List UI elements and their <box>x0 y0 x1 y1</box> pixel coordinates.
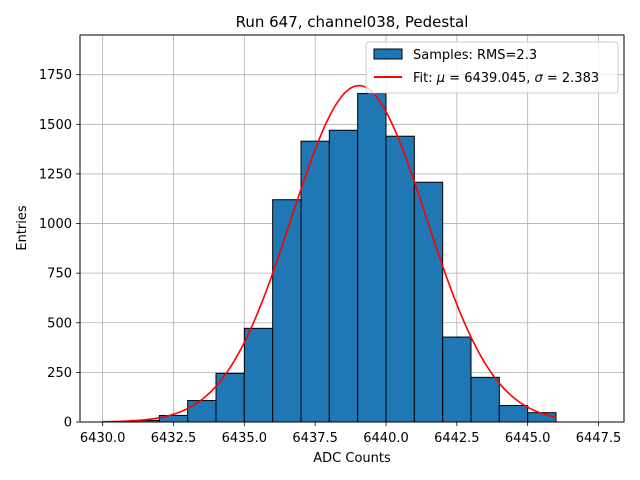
y-tick-label: 1500 <box>39 118 72 133</box>
x-tick-label: 6440.0 <box>363 431 409 446</box>
y-tick-label: 750 <box>47 267 72 282</box>
histogram-bar <box>470 376 500 423</box>
x-tick-label: 6430.0 <box>80 431 126 446</box>
axis-ticks: 6430.0 6432.5 6435.0 6437.5 6440.0 6442.5 6445… <box>39 68 621 446</box>
histogram-bar <box>413 181 444 423</box>
fit-curve-group <box>102 84 557 423</box>
histogram-bar <box>328 129 359 423</box>
x-tick-label: 6432.5 <box>151 431 197 446</box>
histogram-bar <box>243 327 274 423</box>
x-axis-label: ADC Counts <box>313 451 391 466</box>
y-axis-label: Entries <box>15 205 30 251</box>
legend-fit-sigma-value: = 2.383 <box>543 71 599 86</box>
x-tick-label: 6437.5 <box>292 431 338 446</box>
legend-histogram-swatch <box>373 48 403 60</box>
y-tick-label: 0 <box>64 416 72 431</box>
legend-fit-mu-symbol: μ <box>436 71 445 86</box>
x-tick-label: 6442.5 <box>434 431 480 446</box>
x-tick-label: 6435.0 <box>222 431 268 446</box>
histogram-bars <box>130 93 557 423</box>
legend-fit-sigma-symbol: σ <box>535 71 544 86</box>
histogram-bar <box>385 135 415 423</box>
histogram-bar <box>300 140 330 423</box>
histogram-bar <box>357 93 387 423</box>
histogram-bar <box>442 336 472 423</box>
legend-fit-label: Fit: μ = 6439.045, σ = 2.383 <box>413 71 599 86</box>
legend-fit-mu-value: = 6439.045, <box>445 71 534 86</box>
legend-histogram-label: Samples: RMS=2.3 <box>413 48 537 63</box>
x-tick-label: 6445.0 <box>505 431 551 446</box>
chart-title: Run 647, channel038, Pedestal <box>236 13 469 31</box>
legend-box <box>365 41 619 94</box>
y-tick-label: 1250 <box>39 167 72 182</box>
histogram-bar <box>498 405 529 423</box>
fit-curve <box>102 84 557 423</box>
y-tick-label: 1000 <box>39 217 72 232</box>
plot-frame <box>79 34 625 423</box>
histogram-bar <box>272 199 302 423</box>
y-tick-label: 500 <box>47 316 72 331</box>
x-tick-label: 6447.5 <box>576 431 622 446</box>
y-tick-label: 1750 <box>39 68 72 83</box>
legend: Samples: RMS=2.3 Fit: μ = 6439.045, σ = … <box>365 41 619 94</box>
legend-fit-prefix: Fit: <box>413 71 437 86</box>
y-tick-label: 250 <box>47 366 72 381</box>
histogram-bar <box>187 400 217 423</box>
